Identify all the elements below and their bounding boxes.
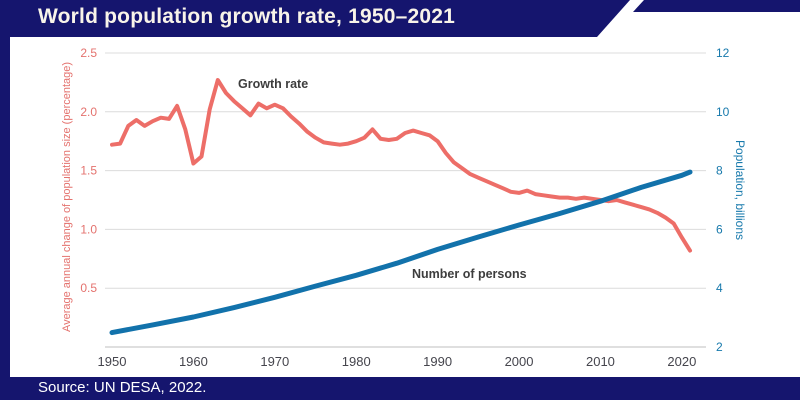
y-left-tick-label: 1.0	[80, 222, 97, 236]
series-line-number-of-persons	[109, 169, 693, 336]
y-right-tick-label: 10	[716, 105, 730, 119]
x-tick-label: 1980	[342, 354, 371, 369]
series-line-growth-rate	[110, 78, 692, 253]
series-label: Growth rate	[238, 77, 308, 91]
y-left-tick-label: 1.5	[80, 164, 97, 178]
x-tick-label: 1970	[260, 354, 289, 369]
x-tick-label: 2010	[586, 354, 615, 369]
y-right-axis-title: Population, billions	[733, 140, 747, 240]
x-tick-label: 2020	[667, 354, 696, 369]
y-left-tick-label: 2.0	[80, 105, 97, 119]
y-right-tick-label: 4	[716, 281, 723, 295]
y-left-axis-title: Average annual change of population size…	[61, 62, 73, 332]
y-right-tick-label: 8	[716, 164, 723, 178]
y-left-tick-label: 2.5	[80, 46, 97, 60]
y-right-tick-label: 2	[716, 340, 723, 354]
y-right-tick-label: 6	[716, 222, 723, 236]
x-tick-label: 1950	[98, 354, 127, 369]
x-tick-label: 1960	[179, 354, 208, 369]
y-right-tick-label: 12	[716, 46, 730, 60]
source-footer: Source: UN DESA, 2022.	[0, 377, 800, 400]
page-title: World population growth rate, 1950–2021	[38, 5, 456, 28]
source-text: Source: UN DESA, 2022.	[38, 379, 207, 396]
y-left-tick-label: 0.5	[80, 281, 97, 295]
title-banner: World population growth rate, 1950–2021	[0, 0, 630, 37]
series-label: Number of persons	[412, 267, 527, 281]
x-tick-label: 1990	[423, 354, 452, 369]
x-tick-label: 2000	[505, 354, 534, 369]
left-border-strip	[0, 0, 10, 400]
